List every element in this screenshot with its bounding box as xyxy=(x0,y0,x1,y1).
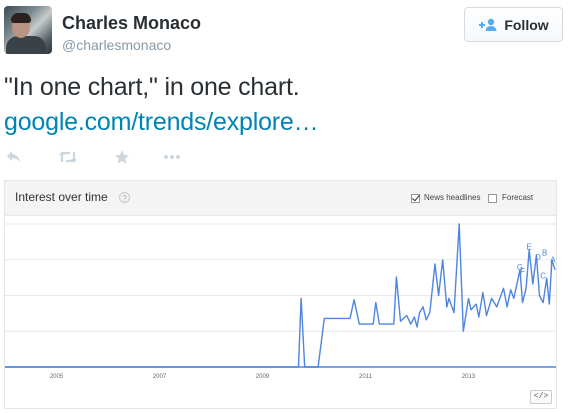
annotation-b[interactable]: B xyxy=(542,248,547,257)
x-tick-label-2007: 2007 xyxy=(153,374,167,380)
star-icon[interactable] xyxy=(112,147,132,167)
avatar[interactable] xyxy=(4,6,52,54)
follow-label: Follow xyxy=(504,16,549,33)
news-headlines-checkbox[interactable] xyxy=(411,194,420,203)
profile-handle[interactable]: @charlesmonaco xyxy=(62,37,172,53)
tweet-text: "In one chart," in one chart. xyxy=(4,73,300,101)
x-tick-label-2009: 2009 xyxy=(256,374,270,380)
tweet-link[interactable]: google.com/trends/explore… xyxy=(4,108,319,136)
retweet-icon[interactable] xyxy=(58,147,78,167)
forecast-checkbox[interactable] xyxy=(488,194,497,203)
add-user-icon xyxy=(478,18,498,32)
avatar-shoulders xyxy=(6,36,46,54)
annotation-g[interactable]: G xyxy=(517,263,523,272)
follow-button[interactable]: Follow xyxy=(464,7,563,42)
trends-card[interactable]: Interest over time ? News headlines Fore… xyxy=(4,180,557,409)
series-line-1 xyxy=(5,223,556,368)
x-tick-label-2013: 2013 xyxy=(462,374,476,380)
annotation-f[interactable]: F xyxy=(520,267,525,276)
news-headlines-label: News headlines xyxy=(424,193,481,202)
annotation-c[interactable]: C xyxy=(540,271,546,280)
embed-code-icon[interactable]: </> xyxy=(530,390,552,404)
x-tick-label-2011: 2011 xyxy=(359,374,373,380)
annotation-d[interactable]: D xyxy=(535,253,541,262)
chart-header: Interest over time ? News headlines Fore… xyxy=(5,181,556,216)
question-icon[interactable]: ? xyxy=(119,192,130,203)
chart-title: Interest over time xyxy=(15,190,108,204)
interest-over-time-chart: 2005 2007 2009 2011 2013 E GF D B CA xyxy=(5,223,556,380)
annotation-e[interactable]: E xyxy=(527,243,532,252)
tweet-actions xyxy=(4,147,182,167)
x-tick-label-2005: 2005 xyxy=(50,374,64,380)
reply-icon[interactable] xyxy=(4,147,24,167)
more-icon[interactable] xyxy=(162,147,182,167)
annotation-a[interactable]: A xyxy=(550,256,556,265)
profile-name[interactable]: Charles Monaco xyxy=(62,13,202,33)
forecast-label: Forecast xyxy=(502,193,534,202)
avatar-hair xyxy=(11,13,31,23)
